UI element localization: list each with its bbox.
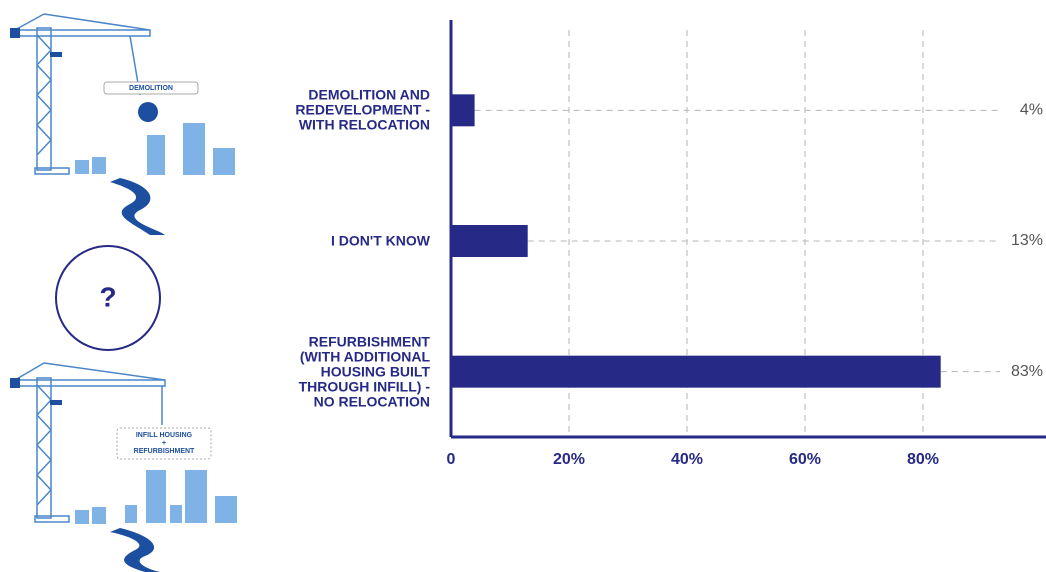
wrecking-ball — [138, 102, 158, 122]
category-label: I DON'T KNOW — [331, 232, 430, 249]
buildings-bottom — [75, 470, 237, 524]
cabin — [50, 400, 62, 405]
crane-top — [14, 13, 151, 175]
crane-bottom — [14, 362, 166, 523]
counterweight — [10, 378, 20, 388]
value-label: 83% — [1011, 363, 1043, 380]
sign-text: REFURBISHMENT — [134, 448, 195, 455]
x-tick-label: 80% — [907, 451, 939, 468]
counterweight — [10, 28, 20, 38]
category-label: DEMOLITION AND REDEVELOPMENT - WITH RELO… — [295, 86, 430, 133]
bar — [451, 225, 528, 257]
cabin — [50, 52, 62, 57]
road-bottom — [110, 528, 160, 572]
value-label: 13% — [1011, 232, 1043, 249]
buildings-top — [75, 123, 235, 175]
x-tick-label: 0 — [447, 451, 456, 468]
x-tick-label: 20% — [553, 451, 585, 468]
value-label: 4% — [1020, 102, 1043, 119]
bar — [451, 355, 941, 388]
illustrations: DEMOLITION ? INFILL HOUSING + REFURBISHM… — [10, 13, 237, 572]
sign-text: + — [162, 440, 166, 447]
sign-text: DEMOLITION — [129, 85, 173, 92]
x-tick-label: 60% — [789, 451, 821, 468]
road-top — [110, 178, 165, 235]
question-mark: ? — [99, 281, 116, 312]
sign — [103, 81, 199, 95]
x-tick-label: 40% — [671, 451, 703, 468]
sign — [116, 427, 212, 460]
bar — [451, 94, 475, 127]
question-circle — [55, 245, 161, 351]
category-label: REFURBISHMENT (WITH ADDITIONAL HOUSING B… — [298, 333, 430, 410]
sign-text: INFILL HOUSING — [136, 432, 193, 439]
